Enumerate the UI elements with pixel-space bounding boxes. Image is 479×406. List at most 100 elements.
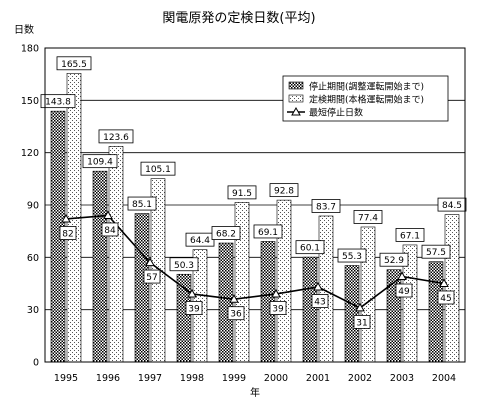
y-axis-label: 日数 (14, 23, 34, 36)
data-label-stop-period-box (421, 244, 451, 259)
data-label-inspection-period: 64.4 (190, 236, 210, 246)
legend-entry: 定検期間(本格運転開始まで) (309, 94, 424, 106)
data-label-inspection-period: 105.1 (145, 165, 171, 175)
y-tick-label: 120 (21, 148, 39, 159)
data-label-minimum-stop-box (311, 294, 329, 308)
data-label-inspection-period: 84.5 (442, 201, 462, 211)
x-tick-label: 2001 (306, 373, 330, 384)
data-label-minimum-stop: 39 (272, 304, 284, 314)
data-label-inspection-period: 92.8 (274, 187, 294, 197)
data-label-minimum-stop-box (353, 315, 371, 329)
data-label-minimum-stop: 84 (104, 226, 116, 236)
y-tick-label: 60 (27, 253, 39, 264)
data-label-inspection-period-box (56, 56, 92, 71)
chart-title: 関電原発の定検日数(平均) (162, 11, 315, 26)
data-label-minimum-stop-box (185, 301, 203, 315)
data-label-stop-period-box (169, 257, 199, 272)
data-label-stop-period: 55.3 (342, 252, 362, 262)
data-label-stop-period: 50.3 (174, 261, 194, 271)
data-label-stop-period-box (127, 196, 157, 211)
data-label-stop-period-box (40, 94, 76, 109)
data-label-minimum-stop: 82 (62, 229, 73, 239)
line-marker (313, 281, 323, 291)
line-marker (103, 210, 113, 219)
data-label-stop-period: 109.4 (87, 158, 113, 168)
data-label-stop-period: 85.1 (132, 200, 152, 210)
data-label-stop-period: 57.5 (426, 248, 446, 258)
y-tick-label: 180 (21, 44, 39, 55)
data-label-inspection-period: 83.7 (316, 202, 336, 212)
data-label-inspection-period: 91.5 (232, 189, 252, 199)
legend-swatch-minimum-stop-marker (291, 106, 301, 116)
data-label-stop-period: 68.2 (216, 230, 236, 240)
line-marker (271, 288, 281, 298)
line-marker (397, 271, 407, 281)
data-label-minimum-stop: 36 (230, 310, 242, 320)
line-marker (229, 294, 239, 303)
data-label-stop-period-box (295, 240, 325, 255)
bar-inspection-period (444, 214, 460, 363)
x-tick-label: 1999 (222, 373, 246, 384)
bar-inspection-period (108, 146, 124, 363)
x-axis-label: 年 (250, 386, 260, 399)
legend-entry: 最短停止日数 (309, 107, 363, 119)
data-label-minimum-stop-box (269, 301, 287, 315)
data-label-stop-period-box (211, 226, 241, 240)
line-marker (187, 288, 197, 298)
data-label-stop-period: 52.9 (384, 256, 404, 266)
legend-entry: 停止期間(調整運転開始まで) (309, 81, 424, 93)
series-line-minimum-stop (65, 214, 445, 309)
y-tick-label: 0 (33, 358, 39, 369)
data-label-inspection-period-box (227, 185, 257, 200)
data-label-minimum-stop: 43 (314, 297, 325, 307)
data-label-inspection-period: 165.5 (61, 60, 87, 70)
data-label-stop-period-box (253, 224, 283, 239)
y-tick-label: 150 (21, 96, 39, 107)
data-label-inspection-period-box (140, 161, 176, 176)
data-label-inspection-period-box (269, 183, 299, 198)
data-label-minimum-stop-box (143, 269, 161, 284)
data-label-inspection-period-box (353, 210, 383, 224)
data-label-stop-period-box (337, 248, 367, 263)
legend-swatch-stop-period (288, 81, 304, 90)
x-tick-label: 2003 (390, 373, 414, 384)
data-label-stop-period: 143.8 (45, 98, 71, 108)
x-tick-label: 2004 (432, 373, 456, 384)
bar-stop-period (386, 269, 402, 363)
data-label-minimum-stop: 45 (440, 294, 451, 304)
x-tick-label: 1997 (138, 373, 162, 384)
y-tick-label: 30 (27, 305, 39, 316)
data-label-minimum-stop: 49 (398, 287, 410, 297)
plot-frame (44, 47, 466, 363)
data-label-inspection-period: 123.6 (103, 133, 129, 143)
data-label-stop-period: 69.1 (258, 228, 278, 238)
data-label-minimum-stop-box (59, 226, 77, 240)
bar-inspection-period (360, 226, 376, 363)
bar-stop-period (92, 170, 108, 363)
x-tick-label: 1995 (54, 373, 78, 384)
line-marker (145, 257, 155, 267)
data-label-inspection-period-box (311, 199, 341, 213)
data-label-inspection-period: 77.4 (358, 213, 378, 223)
x-tick-label: 1996 (96, 373, 120, 384)
data-label-inspection-period-box (437, 197, 467, 212)
legend-swatch-inspection-period (288, 94, 304, 103)
bar-stop-period (302, 256, 318, 363)
data-label-inspection-period: 67.1 (400, 231, 420, 241)
x-tick-label: 1998 (180, 373, 204, 384)
data-label-minimum-stop-box (101, 222, 119, 237)
bar-stop-period (344, 265, 360, 363)
data-label-stop-period-box (379, 252, 409, 267)
data-label-inspection-period-box (395, 228, 425, 242)
data-label-inspection-period-box (98, 129, 134, 144)
bar-inspection-period (276, 199, 292, 363)
data-label-minimum-stop-box (227, 306, 245, 321)
line-marker (61, 213, 71, 223)
data-label-minimum-stop-box (437, 290, 455, 305)
data-label-minimum-stop: 39 (188, 304, 200, 314)
bar-stop-period (428, 261, 444, 363)
data-label-minimum-stop: 57 (146, 273, 157, 283)
data-label-minimum-stop-box (395, 283, 413, 298)
